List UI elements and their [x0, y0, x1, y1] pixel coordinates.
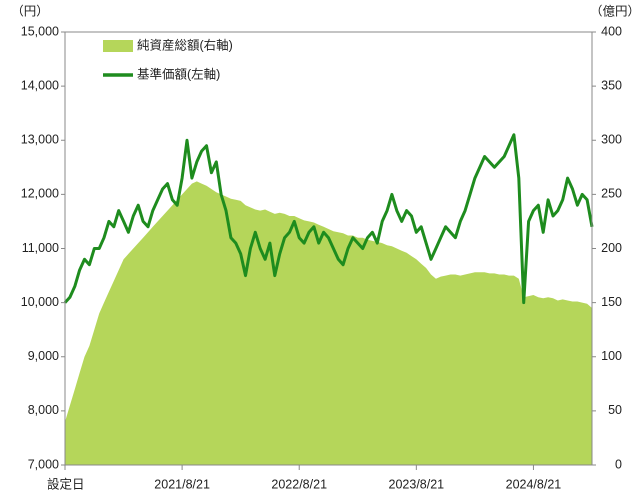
x-tick-label: 2021/8/21	[154, 477, 210, 491]
y-tick-label: 8,000	[28, 403, 59, 417]
y-tick-label: 11,000	[22, 241, 59, 255]
y2-tick-label: 150	[601, 295, 622, 309]
y-tick-label: 9,000	[28, 349, 59, 363]
y2-tick-label: 100	[601, 349, 622, 363]
x-tick-label: 2022/8/21	[271, 477, 327, 491]
y2-tick-label: 400	[601, 24, 622, 38]
x-tick-label: 2024/8/21	[506, 477, 562, 491]
legend-label: 純資産総額(右軸)	[137, 37, 233, 52]
x-tick-label: 設定日	[47, 476, 85, 491]
y2-tick-label: 250	[601, 187, 622, 201]
y2-axis-unit: （億円）	[590, 4, 640, 18]
y-tick-label: 15,000	[21, 24, 59, 38]
y-tick-label: 14,000	[21, 78, 59, 92]
y-tick-label: 10,000	[21, 295, 59, 309]
y-tick-label: 7,000	[28, 457, 59, 471]
area	[65, 181, 592, 465]
y-tick-label: 13,000	[21, 133, 59, 147]
y2-tick-label: 350	[601, 78, 622, 92]
y2-tick-label: 200	[601, 241, 622, 255]
line	[63, 133, 594, 305]
y2-tick-label: 50	[608, 403, 622, 417]
legend-label: 基準価額(左軸)	[137, 66, 220, 81]
y-axis-unit: （円）	[11, 4, 49, 18]
y2-tick-label: 0	[615, 457, 622, 471]
plot-frame	[64, 31, 593, 466]
y-tick-label: 12,000	[21, 187, 59, 201]
legend-swatch	[103, 40, 133, 52]
x-tick-label: 2023/8/21	[389, 477, 445, 491]
y2-tick-label: 300	[601, 133, 622, 147]
